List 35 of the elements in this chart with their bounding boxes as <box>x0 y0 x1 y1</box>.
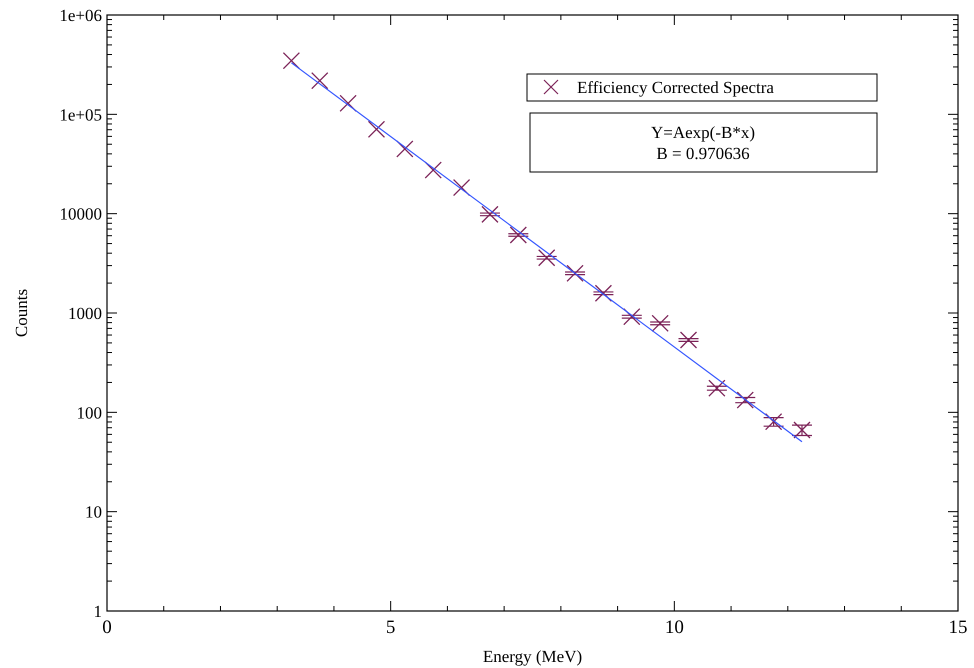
x-tick-label: 5 <box>386 617 396 638</box>
point <box>339 94 357 112</box>
point <box>708 380 726 397</box>
y-tick-label: 100 <box>76 403 102 422</box>
point <box>736 391 754 409</box>
y-tick-label: 1e+05 <box>59 105 102 124</box>
point <box>368 120 386 138</box>
point <box>452 178 470 196</box>
point <box>793 421 811 439</box>
point <box>764 413 782 430</box>
x-tick-label: 15 <box>948 617 968 638</box>
point <box>311 72 328 90</box>
y-tick-label: 10 <box>85 502 102 522</box>
annotation: Y=Aexp(-B*x) <box>650 123 756 142</box>
y-axis-title: Counts <box>12 288 31 338</box>
annotation: B = 0.970636 <box>656 144 750 163</box>
x-tick-label: 0 <box>102 617 112 638</box>
point <box>538 249 556 266</box>
x-axis-title: Energy (MeV) <box>482 647 582 666</box>
x-tick-label: 10 <box>664 617 684 638</box>
point <box>396 140 414 158</box>
point <box>282 52 300 70</box>
y-tick-label: 1e+06 <box>59 6 102 25</box>
point <box>652 314 669 332</box>
y-tick-label: 1 <box>94 602 102 621</box>
point <box>680 331 698 349</box>
legend-label: Efficiency Corrected Spectra <box>577 78 774 97</box>
point <box>481 206 499 224</box>
point <box>594 284 612 302</box>
point <box>424 161 442 179</box>
point <box>566 264 584 282</box>
y-tick-label: 1000 <box>68 304 102 323</box>
point <box>623 308 640 326</box>
y-tick-label: 10000 <box>60 204 102 224</box>
point <box>510 226 527 244</box>
